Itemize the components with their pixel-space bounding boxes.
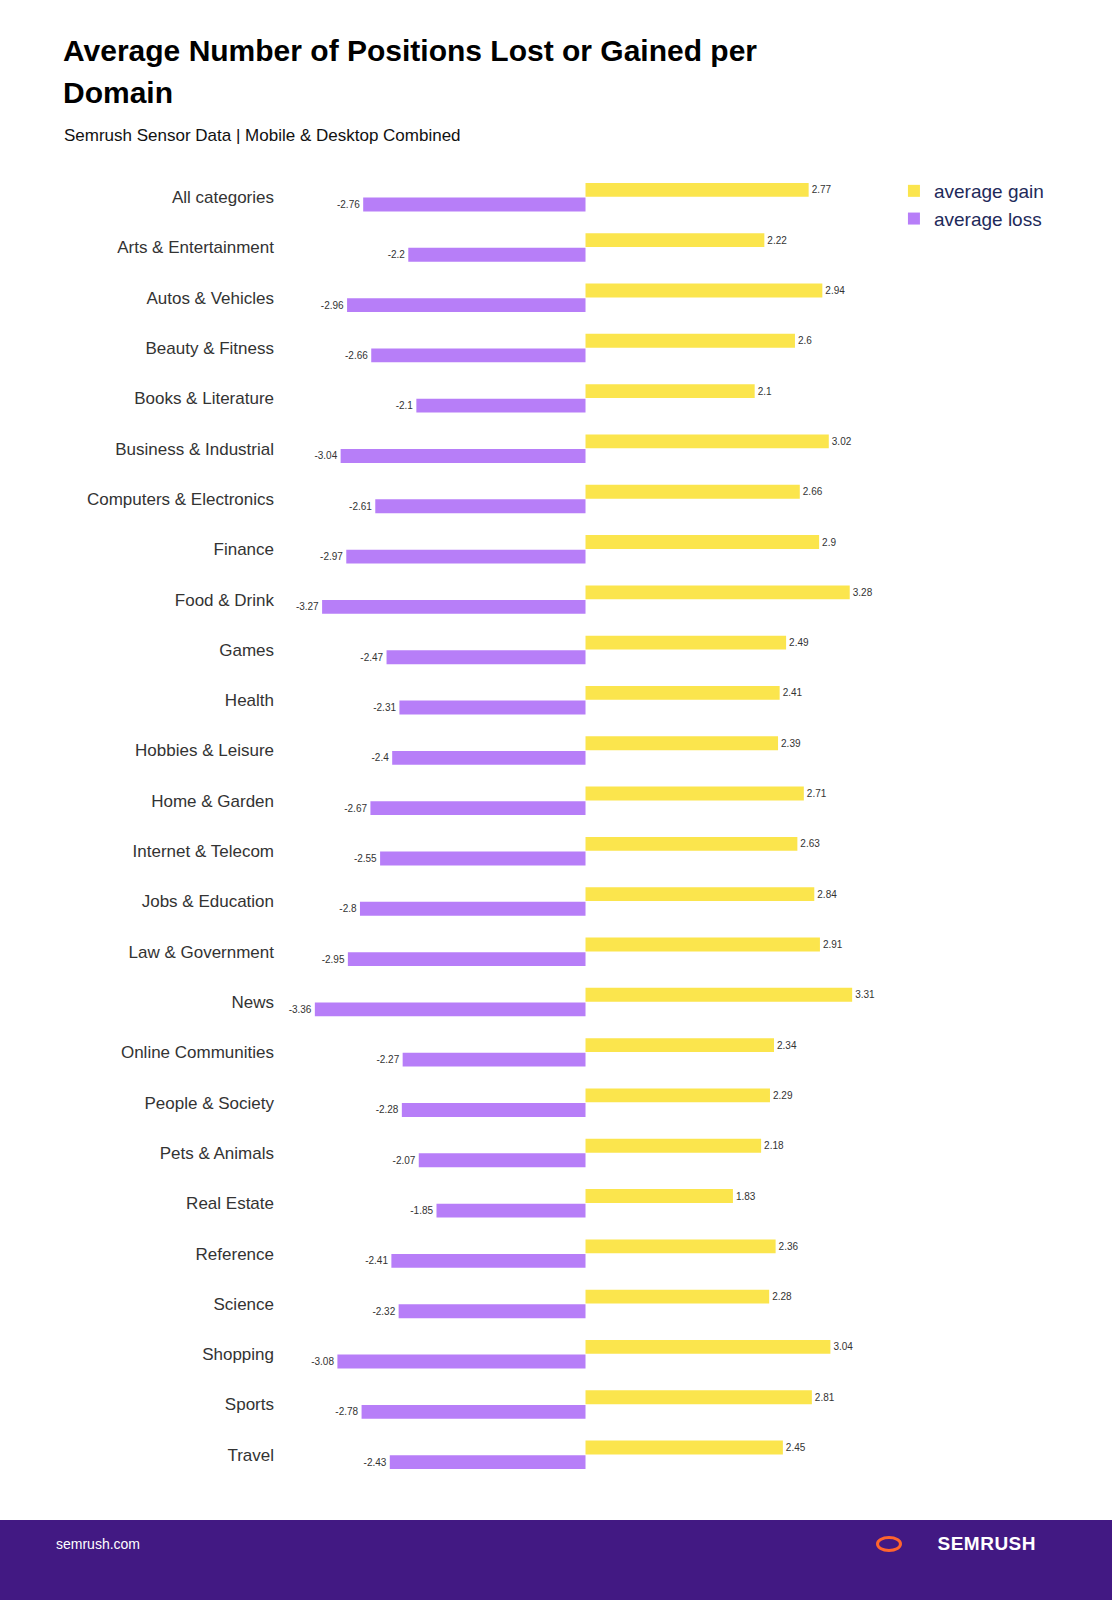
svg-text:Hobbies & Leisure: Hobbies & Leisure <box>135 741 274 760</box>
svg-text:2.41: 2.41 <box>783 687 803 698</box>
svg-text:Law & Government: Law & Government <box>128 943 274 962</box>
svg-text:2.6: 2.6 <box>798 335 812 346</box>
svg-text:Sports: Sports <box>225 1395 274 1414</box>
svg-text:2.29: 2.29 <box>773 1090 793 1101</box>
svg-text:average gain: average gain <box>934 181 1044 202</box>
svg-text:-2.78: -2.78 <box>335 1406 358 1417</box>
svg-text:1.83: 1.83 <box>736 1191 756 1202</box>
svg-text:2.34: 2.34 <box>777 1040 797 1051</box>
svg-text:2.71: 2.71 <box>807 788 827 799</box>
svg-text:2.36: 2.36 <box>779 1241 799 1252</box>
svg-text:Science: Science <box>214 1295 274 1314</box>
svg-text:-2.43: -2.43 <box>364 1457 387 1468</box>
svg-text:Pets & Animals: Pets & Animals <box>160 1144 274 1163</box>
svg-text:Food & Drink: Food & Drink <box>175 591 275 610</box>
svg-text:All categories: All categories <box>172 188 274 207</box>
svg-text:-2.1: -2.1 <box>396 400 414 411</box>
svg-text:-2.55: -2.55 <box>354 853 377 864</box>
html-text:semrush.com: semrush.com <box>56 1536 140 1552</box>
svg-text:2.39: 2.39 <box>781 738 801 749</box>
svg-text:2.28: 2.28 <box>772 1291 792 1302</box>
svg-text:2.63: 2.63 <box>800 838 820 849</box>
svg-text:Home & Garden: Home & Garden <box>151 792 274 811</box>
svg-text:-2.4: -2.4 <box>372 752 390 763</box>
html-text:Semrush Sensor Data | Mobile &: Semrush Sensor Data | Mobile & Desktop C… <box>64 126 461 145</box>
svg-text:-2.67: -2.67 <box>344 803 367 814</box>
svg-text:-2.8: -2.8 <box>339 903 357 914</box>
svg-text:2.66: 2.66 <box>803 486 823 497</box>
svg-text:-2.28: -2.28 <box>376 1104 399 1115</box>
svg-text:2.84: 2.84 <box>817 889 837 900</box>
svg-text:average loss: average loss <box>934 209 1042 230</box>
svg-text:Beauty & Fitness: Beauty & Fitness <box>145 339 274 358</box>
svg-text:-2.31: -2.31 <box>373 702 396 713</box>
svg-text:2.94: 2.94 <box>825 285 845 296</box>
svg-text:Computers & Electronics: Computers & Electronics <box>87 490 274 509</box>
svg-text:2.91: 2.91 <box>823 939 843 950</box>
svg-text:-2.76: -2.76 <box>337 199 360 210</box>
svg-text:3.28: 3.28 <box>853 587 873 598</box>
svg-text:3.04: 3.04 <box>833 1341 853 1352</box>
svg-text:3.02: 3.02 <box>832 436 852 447</box>
svg-text:Autos & Vehicles: Autos & Vehicles <box>146 289 274 308</box>
svg-text:Games: Games <box>219 641 274 660</box>
svg-text:-2.97: -2.97 <box>320 551 343 562</box>
svg-text:Health: Health <box>225 691 274 710</box>
svg-text:Shopping: Shopping <box>202 1345 274 1364</box>
svg-text:2.1: 2.1 <box>758 386 772 397</box>
svg-text:Reference: Reference <box>196 1245 274 1264</box>
svg-text:2.49: 2.49 <box>789 637 809 648</box>
svg-text:-2.47: -2.47 <box>360 652 383 663</box>
svg-text:-2.41: -2.41 <box>365 1255 388 1266</box>
svg-text:-2.2: -2.2 <box>388 249 406 260</box>
svg-text:People & Society: People & Society <box>145 1094 275 1113</box>
svg-text:Jobs & Education: Jobs & Education <box>142 892 274 911</box>
svg-text:-2.27: -2.27 <box>376 1054 399 1065</box>
svg-text:2.45: 2.45 <box>786 1442 806 1453</box>
svg-text:Books & Literature: Books & Literature <box>134 389 274 408</box>
html-text:SEMRUSH: SEMRUSH <box>937 1533 1036 1554</box>
html-text:Average Number of Positions Lo: Average Number of Positions Lost or Gain… <box>63 34 757 109</box>
svg-text:-2.66: -2.66 <box>345 350 368 361</box>
svg-text:Business & Industrial: Business & Industrial <box>115 440 274 459</box>
svg-text:2.81: 2.81 <box>815 1392 835 1403</box>
svg-text:-2.95: -2.95 <box>322 954 345 965</box>
svg-text:2.18: 2.18 <box>764 1140 784 1151</box>
svg-text:-3.04: -3.04 <box>314 450 337 461</box>
svg-text:-2.61: -2.61 <box>349 501 372 512</box>
svg-text:3.31: 3.31 <box>855 989 875 1000</box>
svg-text:Travel: Travel <box>227 1446 274 1465</box>
svg-text:2.77: 2.77 <box>812 184 832 195</box>
svg-text:-3.08: -3.08 <box>311 1356 334 1367</box>
svg-text:News: News <box>231 993 274 1012</box>
svg-text:2.9: 2.9 <box>822 537 836 548</box>
svg-text:2.22: 2.22 <box>767 235 787 246</box>
svg-text:-3.36: -3.36 <box>289 1004 312 1015</box>
svg-text:Finance: Finance <box>214 540 274 559</box>
svg-text:Arts & Entertainment: Arts & Entertainment <box>117 238 274 257</box>
svg-text:Online Communities: Online Communities <box>121 1043 274 1062</box>
svg-text:-2.96: -2.96 <box>321 300 344 311</box>
svg-text:-1.85: -1.85 <box>410 1205 433 1216</box>
svg-text:Real Estate: Real Estate <box>186 1194 274 1213</box>
svg-text:-2.07: -2.07 <box>393 1155 416 1166</box>
svg-text:Internet & Telecom: Internet & Telecom <box>133 842 274 861</box>
svg-text:-3.27: -3.27 <box>296 601 319 612</box>
svg-text:-2.32: -2.32 <box>372 1306 395 1317</box>
